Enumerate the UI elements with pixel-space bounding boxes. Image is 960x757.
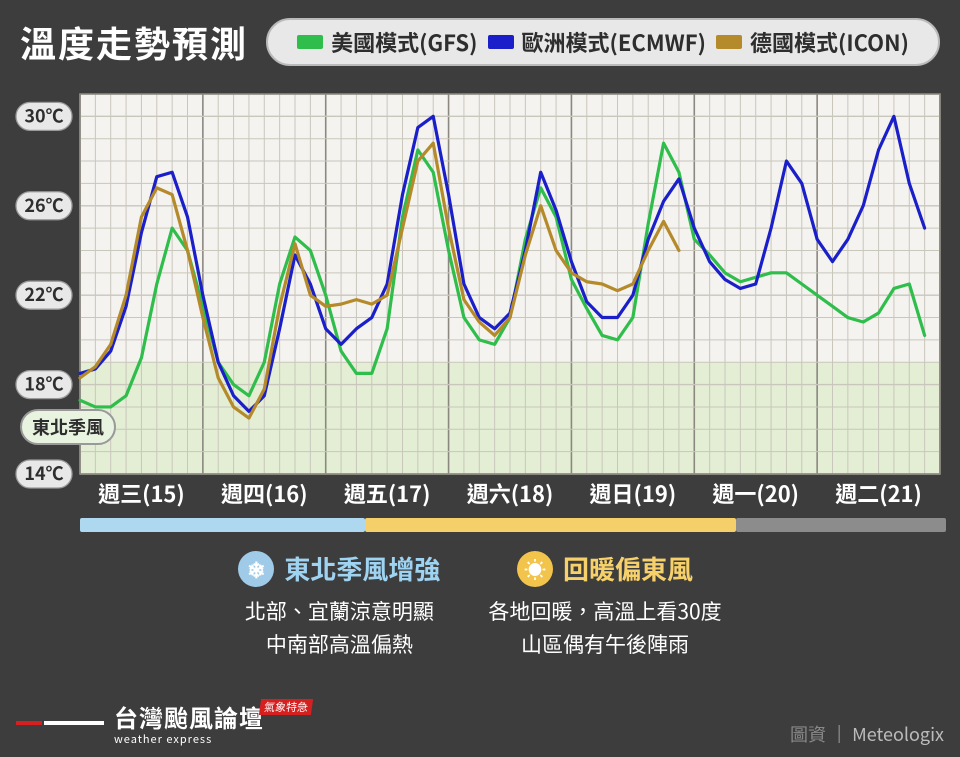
summary-lines: 各地回暖，高溫上看30度 山區偶有午後陣雨 [488,595,721,660]
svg-text:22℃: 22℃ [24,281,63,307]
shade-annotation: 東北季風 [20,409,116,445]
svg-text:18℃: 18℃ [24,371,63,397]
legend-label: 美國模式(GFS) [331,26,477,58]
summary-title: 東北季風增強 [284,550,440,587]
timeline-bars [80,518,946,532]
svg-text:14℃: 14℃ [24,460,63,486]
svg-text:30℃: 30℃ [24,102,63,128]
legend: 美國模式(GFS) 歐洲模式(ECMWF) 德國模式(ICON) [266,18,940,66]
svg-text:週日(19): 週日(19) [590,477,677,509]
summary-block-cold: ❄ 東北季風增強 北部、宜蘭涼意明顯 中南部高溫偏熱 [238,550,440,660]
legend-item-ecmwf: 歐洲模式(ECMWF) [488,26,706,58]
summary-lines: 北部、宜蘭涼意明顯 中南部高溫偏熱 [238,595,440,660]
chart-area: 14℃ 18℃ 22℃ 26℃ 30℃ 週三(15) 週四(16) 週五(17) 週六(18) 週… [14,84,946,514]
brand: 台灣颱風論壇 氣象特急 weather express [16,699,312,747]
timeline-segment [80,518,365,532]
chart-title: 溫度走勢預測 [20,16,248,68]
legend-swatch [716,35,742,49]
svg-text:週六(18): 週六(18) [467,477,554,509]
legend-label: 德國模式(ICON) [750,26,909,58]
timeline-segment [736,518,946,532]
brand-bar-icon [16,721,104,725]
credit: 圖資 ｜ Meteologix [790,721,944,747]
svg-text:週二(21): 週二(21) [835,477,922,509]
svg-text:週四(16): 週四(16) [221,477,308,509]
summary-title: 回暖偏東風 [563,550,693,587]
header: 溫度走勢預測 美國模式(GFS) 歐洲模式(ECMWF) 德國模式(ICON) [0,0,960,78]
legend-item-gfs: 美國模式(GFS) [297,26,477,58]
sun-icon: ☀ [517,551,553,587]
svg-text:週五(17): 週五(17) [344,477,431,509]
snowflake-icon: ❄ [238,551,274,587]
legend-swatch [488,35,514,49]
summary-block-warm: ☀ 回暖偏東風 各地回暖，高溫上看30度 山區偶有午後陣雨 [488,550,721,660]
brand-stamp: 氣象特急 [259,699,313,715]
legend-label: 歐洲模式(ECMWF) [522,26,706,58]
svg-text:週三(15): 週三(15) [98,477,185,509]
footer: 台灣颱風論壇 氣象特急 weather express 圖資 ｜ Meteolo… [16,699,944,747]
svg-text:週一(20): 週一(20) [712,477,799,509]
line-chart-svg: 14℃ 18℃ 22℃ 26℃ 30℃ 週三(15) 週四(16) 週五(17) 週六(18) 週… [14,84,946,514]
brand-main: 台灣颱風論壇 [114,699,264,734]
legend-swatch [297,35,323,49]
svg-text:26℃: 26℃ [24,192,63,218]
timeline-segment [365,518,736,532]
legend-item-icon: 德國模式(ICON) [716,26,909,58]
weather-summary: ❄ 東北季風增強 北部、宜蘭涼意明顯 中南部高溫偏熱 ☀ 回暖偏東風 各地回暖，… [40,550,920,660]
